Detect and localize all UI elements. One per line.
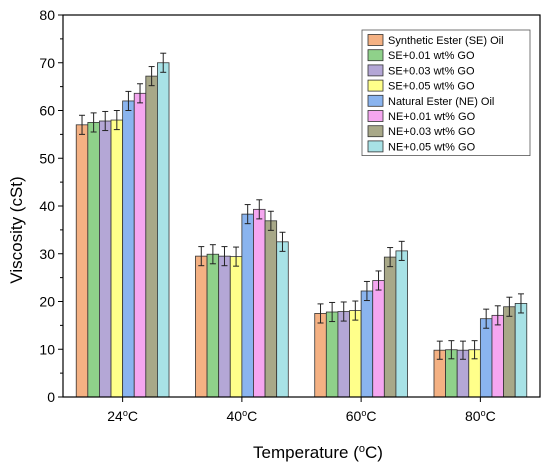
- bar-series-8-80C: [514, 303, 528, 398]
- bar-series-1-24C: [75, 124, 89, 398]
- bar-series-3-60C: [337, 311, 350, 398]
- x-tick-label: 24oC: [107, 408, 138, 424]
- bar-series-3-24C: [99, 120, 112, 398]
- legend: Synthetic Ester (SE) Oil SE+0.01 wt% GO SE…: [361, 29, 531, 156]
- error-bar-series-3-80C: [459, 340, 466, 360]
- legend-label-series-6: NE+0.01 wt% GO: [388, 111, 476, 123]
- legend-label-series-2: SE+0.01 wt% GO: [388, 50, 475, 62]
- y-tick-label: 40: [39, 198, 55, 214]
- error-bar-series-6-24C: [137, 83, 144, 104]
- error-bar-series-7-80C: [506, 296, 513, 317]
- bar-series-8-24C: [157, 62, 170, 398]
- legend-label-series-4: SE+0.05 wt% GO: [388, 81, 475, 93]
- error-bar-series-7-24C: [148, 66, 155, 87]
- bar-series-2-40C: [206, 253, 220, 398]
- bar-series-5-40C: [241, 213, 254, 398]
- legend-swatch-series-6: [367, 110, 384, 122]
- error-bar-series-6-80C: [494, 305, 501, 326]
- y-tick-label: 80: [39, 7, 55, 23]
- legend-swatch-series-5: [367, 94, 384, 107]
- bar-series-7-40C: [264, 220, 278, 398]
- bar-series-8-60C: [395, 250, 408, 398]
- error-bar-series-6-40C: [256, 199, 263, 220]
- error-bar-series-8-80C: [517, 293, 524, 314]
- y-tick-label: 10: [39, 341, 55, 357]
- bar-series-2-24C: [87, 122, 100, 398]
- bar-series-6-60C: [372, 280, 385, 398]
- y-tick-label: 30: [39, 246, 55, 262]
- x-axis-label: Temperature (oC): [253, 443, 383, 462]
- error-bar-series-1-80C: [436, 340, 443, 360]
- bar-series-1-40C: [195, 255, 208, 398]
- error-bar-series-1-24C: [79, 114, 86, 135]
- legend-swatch-series-1: [367, 34, 384, 46]
- bar-series-5-80C: [479, 318, 493, 398]
- bar-series-5-24C: [122, 100, 135, 398]
- y-tick-label: 70: [39, 55, 55, 71]
- bar-series-3-40C: [218, 255, 231, 398]
- legend-swatch-series-8: [367, 140, 384, 153]
- error-bars-layer: [79, 52, 524, 360]
- bar-series-5-60C: [360, 290, 374, 398]
- error-bar-series-7-60C: [387, 247, 394, 268]
- y-tick-label: 0: [47, 389, 55, 405]
- legend-label-series-8: NE+0.05 wt% GO: [388, 141, 476, 153]
- legend-label-series-5: Natural Ester (NE) Oil: [388, 96, 494, 108]
- axes-layer: 24oC 40oC 60oC 80oC 0 10 20 30 40 50 60 70 80: [39, 7, 541, 424]
- error-bar-series-8-24C: [160, 52, 167, 73]
- error-bar-series-1-60C: [317, 303, 324, 324]
- error-bar-series-4-80C: [471, 340, 478, 360]
- bar-series-6-24C: [133, 92, 147, 398]
- bar-series-7-24C: [145, 75, 158, 398]
- bar-series-7-80C: [503, 306, 516, 398]
- x-axis-label-text: Temperature (: [253, 443, 359, 462]
- error-bar-series-4-60C: [352, 300, 359, 321]
- y-tick-label: 60: [39, 103, 55, 119]
- legend-swatch-series-4: [367, 79, 384, 92]
- bar-series-7-60C: [383, 256, 397, 398]
- error-bar-series-2-40C: [209, 244, 216, 265]
- bar-series-4-60C: [349, 310, 362, 398]
- x-axis-label-unit: C): [365, 443, 383, 462]
- legend-label-series-1: Synthetic Ester (SE) Oil: [388, 35, 504, 47]
- x-tick-label: 80oC: [465, 408, 496, 424]
- bar-series-1-60C: [314, 313, 327, 398]
- x-tick-label: 40oC: [227, 408, 258, 424]
- bar-series-4-24C: [110, 119, 124, 398]
- bar-series-8-40C: [276, 241, 289, 398]
- error-bar-series-5-40C: [244, 204, 251, 225]
- legend-label-series-3: SE+0.03 wt% GO: [388, 65, 475, 77]
- bar-series-4-40C: [229, 256, 243, 398]
- error-bar-series-5-60C: [363, 280, 370, 302]
- error-bar-series-8-40C: [279, 231, 286, 252]
- error-bar-series-5-80C: [483, 308, 490, 329]
- x-axis-label-degree: o: [359, 443, 365, 455]
- error-bar-series-1-40C: [198, 246, 205, 267]
- legend-swatch-series-3: [367, 64, 384, 77]
- error-bar-series-2-80C: [448, 340, 455, 360]
- bar-series-6-40C: [253, 208, 266, 398]
- legend-swatch-series-7: [367, 125, 384, 138]
- y-axis-label: Viscosity (cSt): [7, 176, 26, 283]
- error-bar-series-5-24C: [125, 90, 132, 111]
- error-bar-series-7-40C: [267, 210, 274, 231]
- error-bar-series-4-40C: [233, 246, 240, 267]
- error-bar-series-8-60C: [398, 240, 405, 261]
- bar-series-2-60C: [325, 311, 339, 398]
- error-bar-series-3-24C: [102, 110, 109, 132]
- error-bar-series-3-60C: [340, 301, 347, 322]
- x-tick-label: 60oC: [346, 408, 377, 424]
- error-bar-series-2-60C: [329, 301, 336, 323]
- error-bar-series-4-24C: [113, 110, 120, 131]
- error-bar-series-2-24C: [90, 112, 97, 133]
- error-bar-series-3-40C: [221, 246, 228, 267]
- y-tick-label: 20: [39, 294, 55, 310]
- legend-label-series-7: NE+0.03 wt% GO: [388, 126, 476, 138]
- legend-box: [361, 29, 531, 156]
- bar-series-6-80C: [491, 314, 504, 398]
- y-tick-label: 50: [39, 150, 55, 166]
- error-bar-series-6-60C: [375, 270, 382, 291]
- legend-swatch-series-2: [367, 49, 384, 62]
